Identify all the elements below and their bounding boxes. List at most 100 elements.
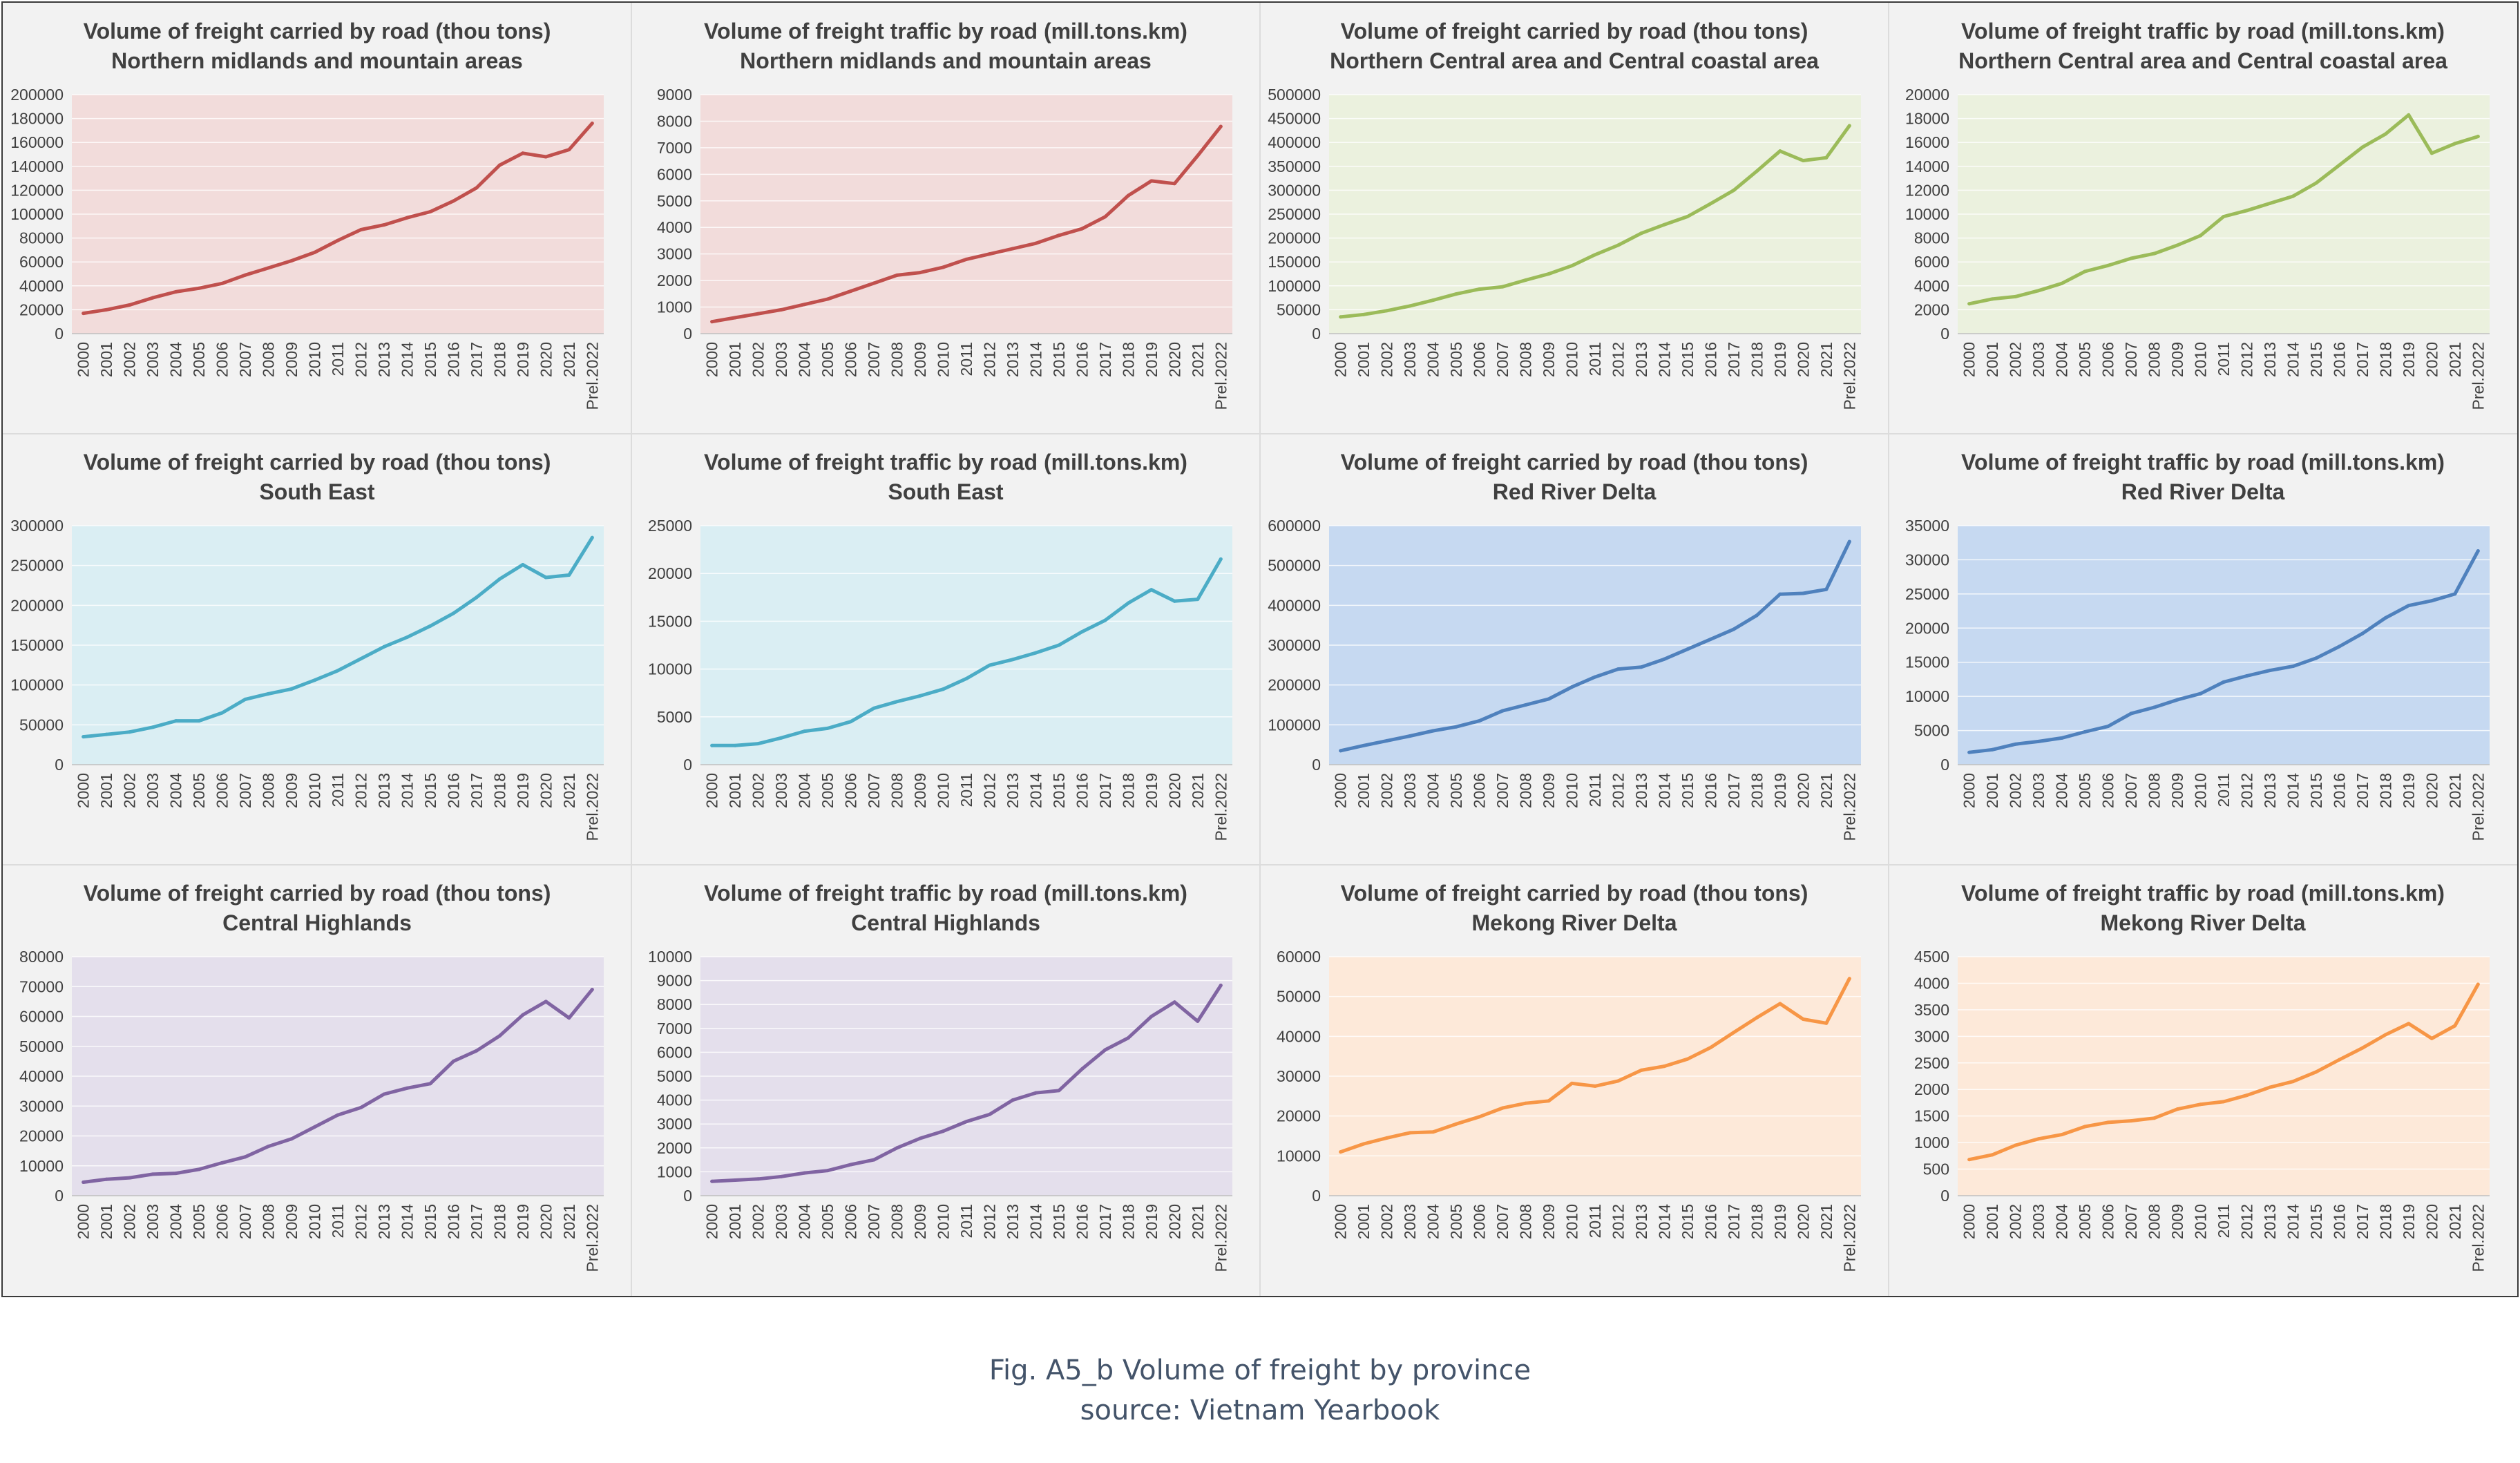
x-tick-label: 2014 xyxy=(1655,342,1673,377)
y-tick-label: 10000 xyxy=(1905,205,1949,223)
x-tick-label: 2010 xyxy=(1563,1204,1581,1239)
x-tick-label: 2001 xyxy=(726,773,744,808)
y-tick-label: 20000 xyxy=(19,300,64,318)
x-tick-label: 2018 xyxy=(1748,1204,1766,1239)
x-tick-label: 2016 xyxy=(2330,1204,2348,1239)
data-point xyxy=(1431,1130,1435,1134)
data-point xyxy=(1662,657,1666,661)
y-tick-label: 9000 xyxy=(657,972,692,990)
x-tick-label: 2015 xyxy=(1050,1204,1068,1239)
data-point xyxy=(1755,1015,1759,1020)
x-tick-label: 2006 xyxy=(2099,1204,2117,1239)
x-tick-label: 2006 xyxy=(213,773,231,808)
data-point xyxy=(104,1177,108,1181)
data-point xyxy=(1967,1158,1972,1162)
y-tick-label: 0 xyxy=(1940,1187,1949,1205)
x-tick-label: 2016 xyxy=(1701,342,1719,377)
y-tick-label: 0 xyxy=(1940,756,1949,774)
x-tick-label: 2014 xyxy=(2284,342,2302,377)
data-point xyxy=(151,1172,155,1176)
data-point xyxy=(1103,618,1107,622)
x-tick-label: 2001 xyxy=(1355,342,1373,377)
x-tick-label: 2006 xyxy=(842,773,860,808)
x-tick-label: 2006 xyxy=(2099,342,2117,377)
chart-subtitle: Central Highlands xyxy=(851,910,1040,935)
data-point xyxy=(1755,613,1759,618)
data-point xyxy=(1339,749,1343,753)
x-tick-label: 2004 xyxy=(796,773,814,808)
x-tick-label: 2007 xyxy=(236,773,254,808)
data-point xyxy=(405,216,409,220)
data-point xyxy=(1570,685,1574,689)
x-tick-label: 2004 xyxy=(2053,1204,2071,1239)
x-tick-label: 2018 xyxy=(1748,342,1766,377)
x-tick-label: 2020 xyxy=(537,1204,555,1239)
data-point xyxy=(1990,747,1994,752)
data-point xyxy=(220,711,225,715)
data-point xyxy=(2199,1102,2203,1107)
y-tick-label: 60000 xyxy=(19,253,64,271)
data-point xyxy=(1385,738,1389,743)
data-point xyxy=(2199,691,2203,696)
x-tick-label: 2021 xyxy=(1817,342,1835,377)
x-tick-label: 2011 xyxy=(329,1204,347,1238)
data-point xyxy=(104,307,108,312)
y-tick-label: 25000 xyxy=(1905,585,1949,603)
y-tick-label: 1000 xyxy=(657,298,692,316)
data-point xyxy=(1172,1000,1176,1004)
data-point xyxy=(803,729,807,734)
x-tick-label: 2009 xyxy=(2168,773,2186,808)
y-tick-label: 9000 xyxy=(657,86,692,104)
x-tick-label: 2012 xyxy=(1609,773,1627,808)
data-point xyxy=(382,644,386,649)
x-tick-label: 2001 xyxy=(726,342,744,377)
data-point xyxy=(544,155,548,159)
data-point xyxy=(964,1120,968,1124)
x-tick-label: 2003 xyxy=(1401,342,1419,377)
data-point xyxy=(1103,1048,1107,1052)
data-point xyxy=(1593,253,1597,257)
data-point xyxy=(895,1146,899,1150)
y-tick-label: 2000 xyxy=(1914,1080,1949,1098)
x-tick-label: 2006 xyxy=(1471,773,1489,808)
data-point xyxy=(2152,705,2157,709)
x-tick-label: 2016 xyxy=(1073,773,1091,808)
x-tick-label: 2008 xyxy=(1517,773,1535,808)
data-point xyxy=(313,678,317,682)
x-tick-label: 2010 xyxy=(306,342,324,377)
x-tick-label: 2001 xyxy=(726,1204,744,1239)
x-tick-label: 2003 xyxy=(144,1204,162,1239)
data-point xyxy=(1196,1019,1200,1023)
chart-title: Volume of freight carried by road (thou … xyxy=(1341,881,1808,906)
data-point xyxy=(1824,587,1829,591)
data-point xyxy=(825,726,830,730)
y-tick-label: 600000 xyxy=(1268,517,1321,535)
x-tick-label: 2012 xyxy=(352,342,370,377)
chart-panel-11: Volume of freight carried by road (thou … xyxy=(1277,865,1889,1296)
data-point xyxy=(1708,637,1712,641)
x-tick-label: 2012 xyxy=(980,342,998,377)
data-point xyxy=(1524,703,1528,707)
data-point xyxy=(289,258,294,262)
y-tick-label: 5000 xyxy=(657,192,692,210)
data-point xyxy=(2083,730,2087,734)
y-tick-label: 10000 xyxy=(1905,687,1949,705)
y-tick-label: 35000 xyxy=(1905,517,1949,535)
y-tick-label: 2000 xyxy=(1914,300,1949,318)
x-tick-label: 2000 xyxy=(1332,342,1350,377)
chart-panel-2: Volume of freight traffic by road (mill.… xyxy=(631,3,1261,434)
x-tick-label: 2008 xyxy=(888,773,906,808)
x-tick-label: 2012 xyxy=(980,773,998,808)
x-tick-label: 2017 xyxy=(468,1204,486,1239)
data-point xyxy=(1778,149,1782,153)
data-point xyxy=(733,743,737,747)
chart-panel-1: Volume of freight carried by road (thou … xyxy=(3,3,632,434)
x-tick-label: 2002 xyxy=(2007,1204,2025,1239)
y-tick-label: 5000 xyxy=(657,1067,692,1085)
y-tick-label: 4000 xyxy=(1914,974,1949,992)
data-point xyxy=(779,736,783,740)
data-point xyxy=(1686,1057,1690,1061)
data-point xyxy=(987,252,991,256)
x-tick-label: 2016 xyxy=(444,1204,462,1239)
x-tick-label: 2009 xyxy=(1540,773,1558,808)
